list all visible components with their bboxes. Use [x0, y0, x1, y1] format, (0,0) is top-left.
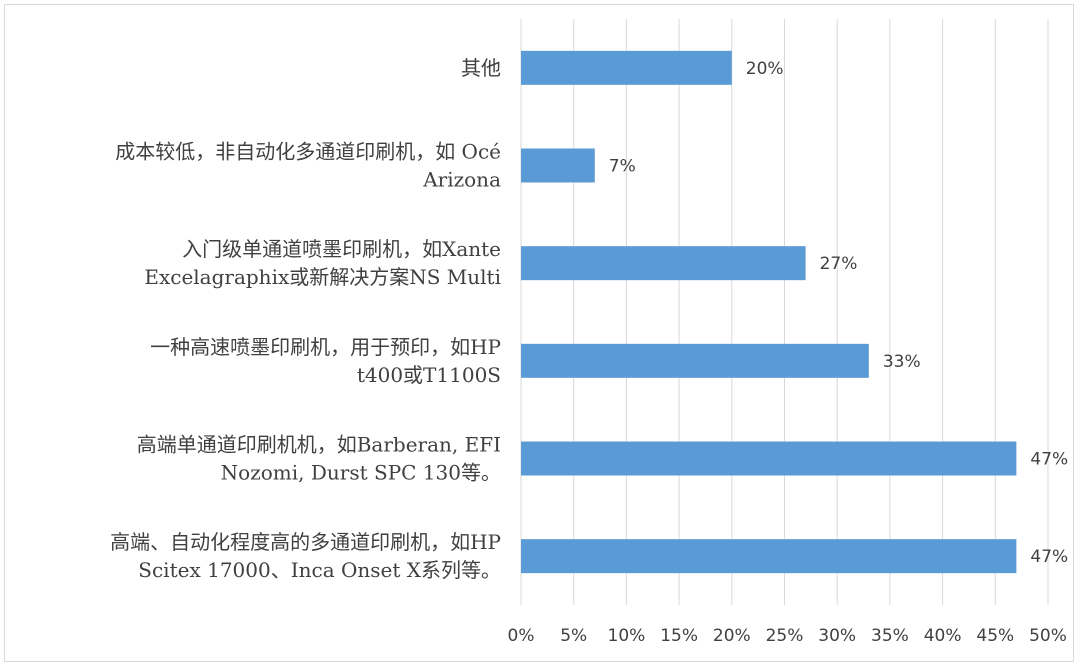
x-tick-label: 40% [924, 626, 962, 646]
category-label: 一种高速喷墨印刷机，用于预印，如HP t400或T1100S [150, 335, 501, 387]
x-tick-label: 15% [660, 626, 698, 646]
category-label: 成本较低，非自动化多通道印刷机，如 Océ Arizona [115, 140, 501, 192]
category-label: 入门级单通道喷墨印刷机，如Xante Excelagraphix或新解决方案NS … [144, 237, 501, 289]
category-label: 高端、自动化程度高的多通道印刷机，如HP Scitex 17000、Inca On… [110, 530, 501, 582]
category-label-line: Nozomi, Durst SPC 130等。 [221, 461, 501, 485]
category-label-line: t400或T1100S [357, 363, 501, 387]
x-tick-label: 25% [766, 626, 804, 646]
bars [521, 50, 1017, 574]
bar [521, 441, 1017, 476]
data-label: 33% [883, 352, 921, 372]
category-label-line: 高端单通道印刷机机，如Barberan, EFI [137, 433, 501, 457]
category-label-line: Excelagraphix或新解决方案NS Multi [144, 265, 501, 289]
category-label-line: Arizona [422, 168, 501, 192]
bar [521, 246, 806, 281]
data-label: 47% [1030, 547, 1068, 567]
chart-frame: 20% 7% 27% 33% 47% 47% 其他成本较低，非自动化多通道印刷机，如 Oc… [4, 4, 1074, 662]
x-tick-label: 20% [713, 626, 751, 646]
data-label: 47% [1030, 450, 1068, 470]
data-label: 20% [746, 59, 784, 79]
x-tick-label: 30% [818, 626, 856, 646]
category-label-line: Scitex 17000、Inca Onset X系列等。 [138, 558, 501, 582]
category-label-line: 入门级单通道喷墨印刷机，如Xante [182, 237, 501, 261]
data-label: 7% [609, 157, 636, 177]
x-tick-labels: 0% 5% 10% 15% 20% 25% 30% 35% 40% 45% 50% [508, 626, 1067, 646]
bar [521, 343, 869, 378]
x-tick-label: 5% [560, 626, 587, 646]
x-tick-label: 10% [608, 626, 646, 646]
bar [521, 148, 595, 183]
bar [521, 539, 1017, 574]
category-label-line: 高端、自动化程度高的多通道印刷机，如HP [110, 530, 501, 554]
category-label-line: 成本较低，非自动化多通道印刷机，如 Océ [115, 140, 501, 164]
bar [521, 50, 732, 85]
x-tick-label: 45% [976, 626, 1014, 646]
data-label: 27% [820, 254, 858, 274]
x-tick-label: 35% [871, 626, 909, 646]
category-label: 其他 [461, 56, 501, 80]
x-tick-label: 50% [1029, 626, 1067, 646]
data-labels: 20% 7% 27% 33% 47% 47% [609, 59, 1068, 567]
category-label: 高端单通道印刷机机，如Barberan, EFI Nozomi, Durst SP… [137, 433, 501, 485]
gridlines [520, 19, 1049, 605]
category-label-line: 其他 [461, 56, 501, 80]
x-tick-label: 0% [508, 626, 535, 646]
category-label-line: 一种高速喷墨印刷机，用于预印，如HP [150, 335, 501, 359]
